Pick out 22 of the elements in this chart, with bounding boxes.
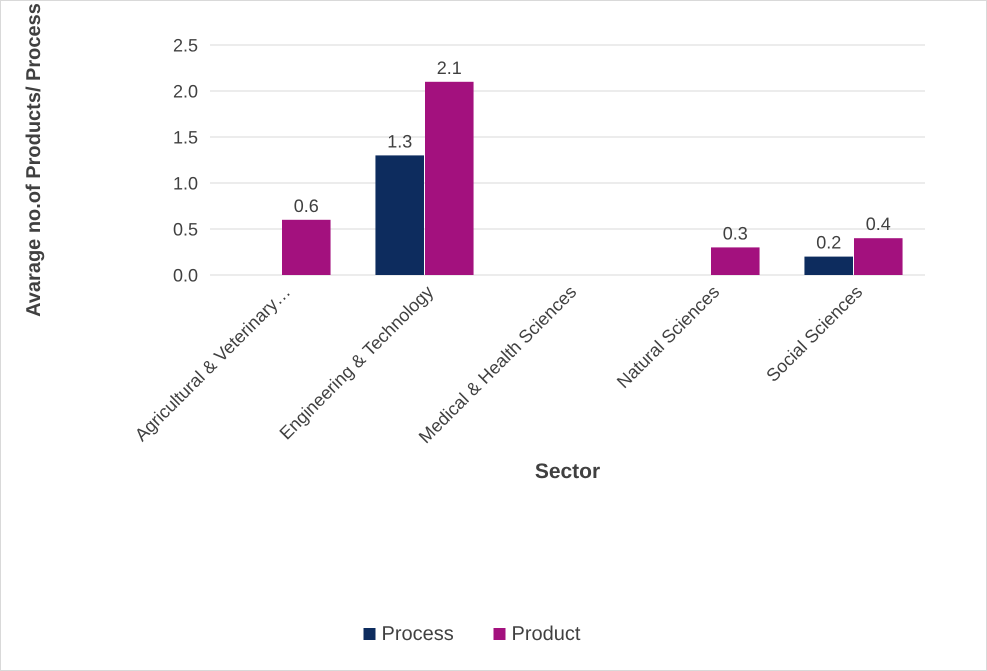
y-axis-title: Avarage no.of Products/ Process xyxy=(23,3,45,317)
bar xyxy=(424,82,474,275)
y-tick-label: 0.5 xyxy=(172,219,198,240)
bar xyxy=(375,155,424,275)
legend-label: Process xyxy=(382,623,454,645)
y-tick-label: 2.5 xyxy=(172,35,198,56)
data-label: 0.3 xyxy=(722,223,748,244)
data-label: 0.2 xyxy=(816,232,842,253)
y-tick-label: 0.0 xyxy=(172,265,198,286)
y-tick-label: 2.0 xyxy=(172,81,198,102)
bar xyxy=(804,256,854,275)
legend-label: Product xyxy=(512,623,581,645)
y-tick-label: 1.5 xyxy=(172,127,198,148)
bar xyxy=(854,238,903,275)
data-label: 1.3 xyxy=(387,131,412,152)
data-label: 2.1 xyxy=(436,58,462,78)
data-label: 0.4 xyxy=(866,214,891,234)
data-label: 0.6 xyxy=(294,196,319,216)
bar xyxy=(710,247,760,275)
x-axis-title: Sector xyxy=(534,460,600,483)
bar xyxy=(282,220,331,275)
y-tick-label: 1.0 xyxy=(172,173,198,194)
